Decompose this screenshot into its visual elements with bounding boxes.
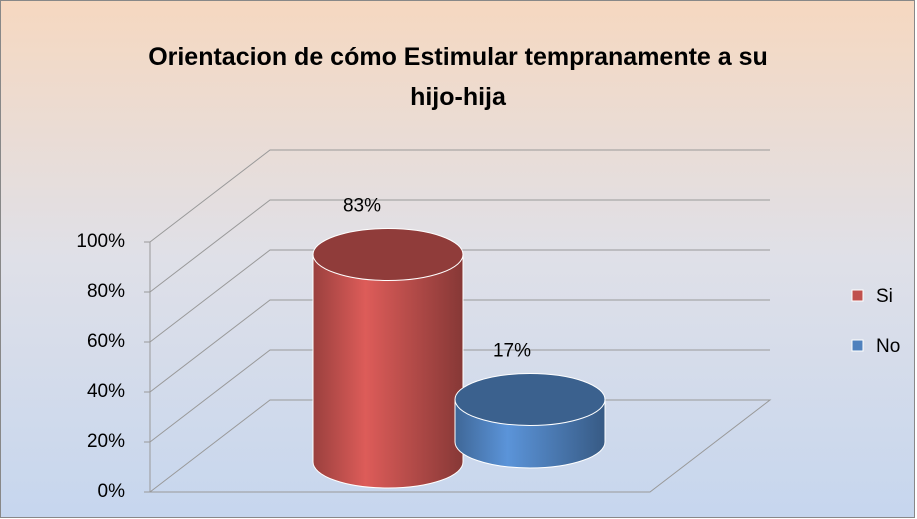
y-tick-label: 40% bbox=[87, 381, 125, 402]
cylinder-body bbox=[312, 254, 464, 489]
title-line: hijo-hija bbox=[410, 83, 507, 111]
y-tick-label: 0% bbox=[98, 481, 126, 502]
data-label: 83% bbox=[343, 196, 381, 217]
cylinder bbox=[312, 228, 464, 489]
cylinder bbox=[454, 373, 606, 469]
y-tick-label: 60% bbox=[87, 331, 125, 352]
floor bbox=[148, 399, 772, 493]
legend-label: No bbox=[876, 336, 900, 357]
grid-line bbox=[149, 299, 770, 393]
title-line: Orientacion de cómo Estimular tempraname… bbox=[148, 43, 768, 71]
chart-title: Orientacion de cómo Estimular tempraname… bbox=[148, 43, 768, 111]
cylinder-top bbox=[312, 228, 464, 281]
grid-line bbox=[149, 199, 770, 293]
legend-label: Si bbox=[876, 286, 893, 307]
grid-line bbox=[149, 249, 770, 343]
grid-line bbox=[149, 149, 770, 243]
grid-line bbox=[149, 349, 770, 443]
y-tick-label: 100% bbox=[76, 231, 125, 252]
y-tick-label: 80% bbox=[87, 281, 125, 302]
y-tick-label: 20% bbox=[87, 431, 125, 452]
cylinder-top bbox=[454, 373, 606, 426]
legend-swatch bbox=[851, 339, 864, 352]
legend-swatch bbox=[851, 289, 864, 302]
data-label: 17% bbox=[493, 341, 531, 362]
